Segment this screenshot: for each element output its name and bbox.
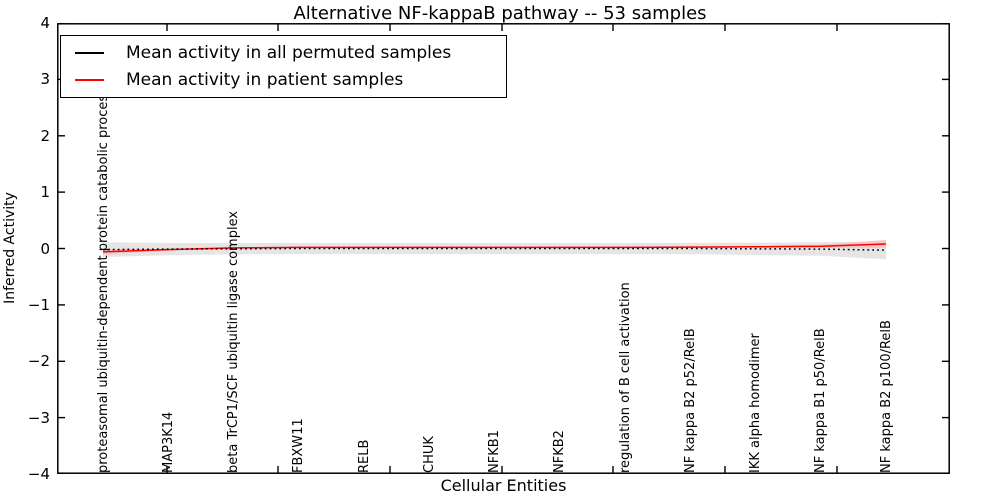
x-tick-label: NFKB1: [487, 430, 502, 473]
x-tick-label: IKK alpha homodimer: [748, 333, 763, 473]
y-tick-label: 0: [40, 239, 50, 258]
x-tick-label: CHUK: [421, 436, 437, 473]
legend-line-swatch: [75, 52, 104, 54]
axis-tick-marks: [58, 23, 949, 474]
x-tick-label: NF kappa B1 p50/RelB: [813, 328, 829, 473]
x-tick-label: NF kappa B2 p52/RelB: [682, 328, 698, 473]
chart-title: Alternative NF-kappaB pathway -- 53 samp…: [293, 3, 707, 24]
plot-lines-svg: [57, 23, 950, 474]
legend: Mean activity in all permuted samples Mea…: [60, 35, 507, 98]
series-line-1: [102, 243, 887, 253]
axes-spines: [57, 23, 950, 474]
y-tick-label: 3: [40, 70, 50, 89]
x-axis-label: Cellular Entities: [440, 476, 567, 495]
legend-item-label: Mean activity in all permuted samples: [126, 43, 452, 63]
legend-line-swatch: [75, 79, 104, 81]
legend-item: Mean activity in patient samples: [75, 70, 506, 90]
x-tick-label: NF kappa B2 p100/RelB: [878, 320, 894, 473]
legend-item: Mean activity in all permuted samples: [75, 43, 506, 63]
x-tick-label: MAP3K14: [160, 411, 176, 473]
series-line-0: [102, 247, 887, 251]
x-tick-label: beta TrCP1/SCF ubiquitin ligase complex: [226, 210, 241, 473]
x-tick-label: RELB: [356, 439, 372, 473]
x-tick-label: FBXW11: [291, 418, 307, 473]
x-tick-label: proteasomal ubiquitin-dependent protein …: [95, 88, 111, 473]
y-tick-label: −2: [27, 352, 50, 371]
y-tick-label: 1: [40, 183, 50, 202]
y-tick-label: −4: [27, 465, 50, 483]
plot-area: [57, 23, 950, 474]
y-tick-label: −1: [27, 295, 50, 314]
x-tick-label: regulation of B cell activation: [617, 282, 633, 473]
y-tick-label: 4: [40, 14, 50, 32]
series-band-0: [103, 241, 886, 260]
legend-item-label: Mean activity in patient samples: [126, 70, 404, 90]
y-tick-label: −3: [27, 408, 50, 427]
y-tick-label: 2: [40, 126, 50, 145]
x-tick-label: NFKB2: [552, 430, 568, 473]
